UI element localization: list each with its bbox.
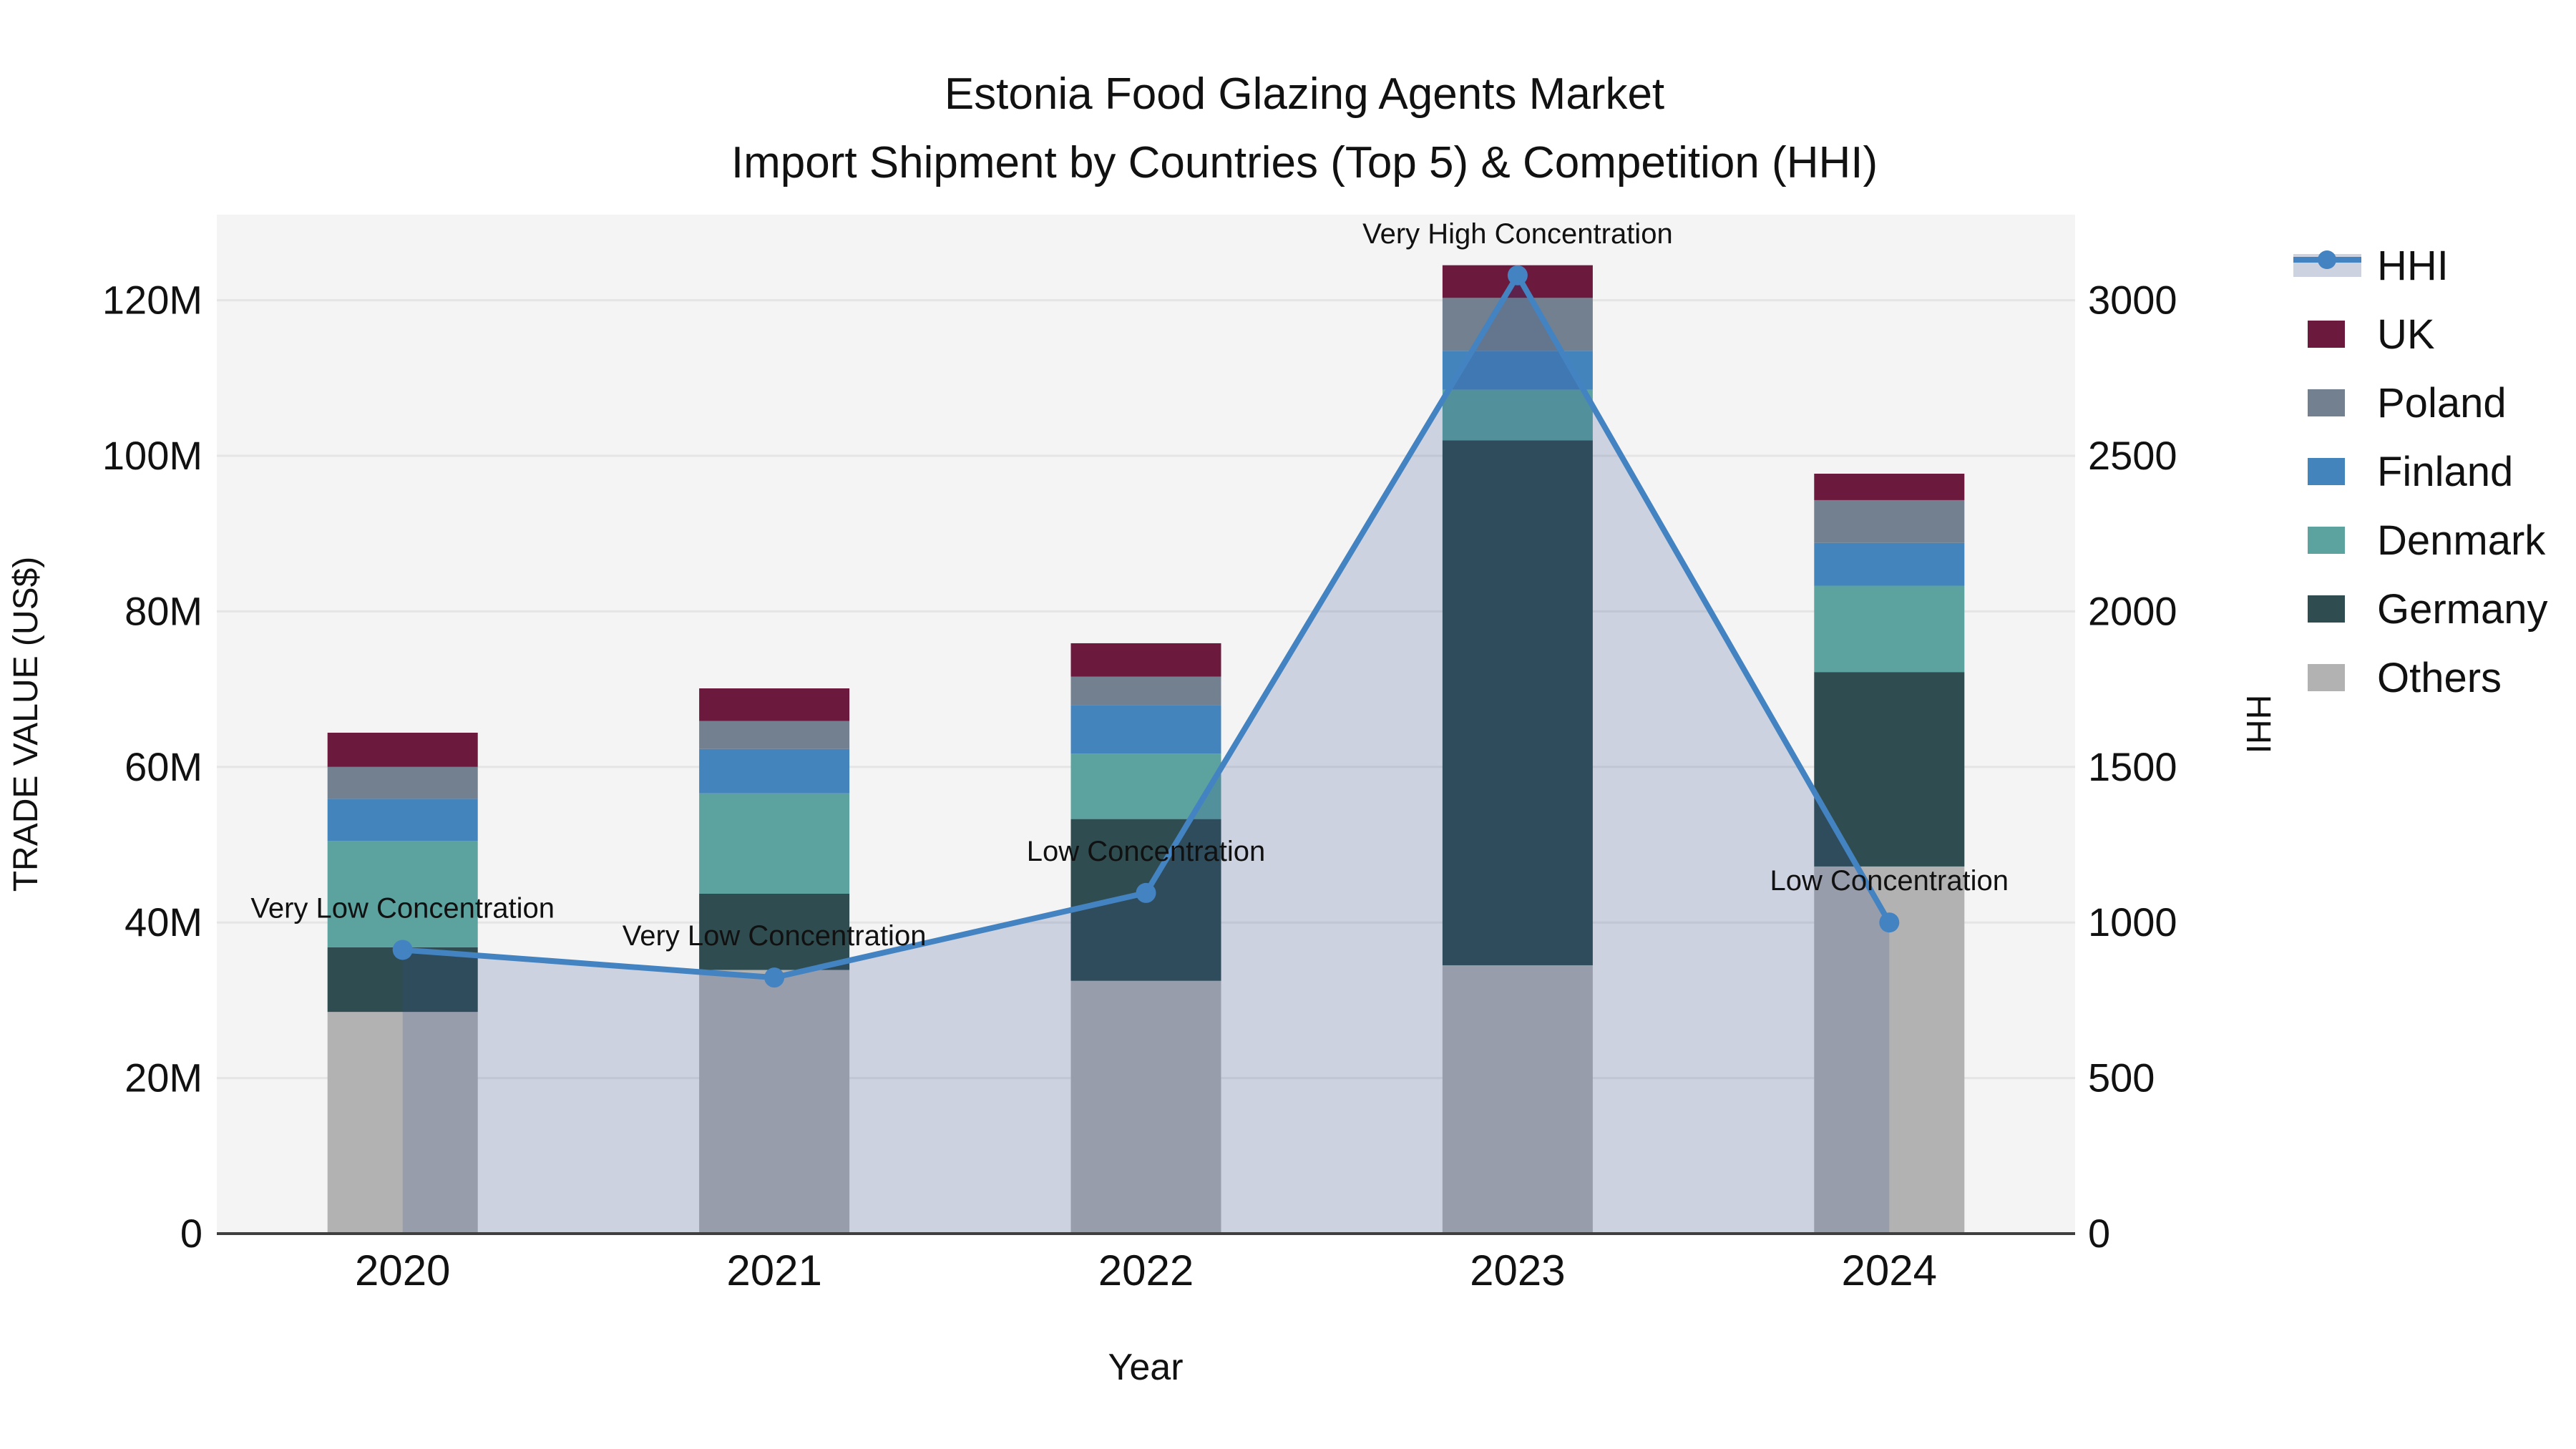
y2-tick-2500: 2500 [2088, 433, 2177, 478]
bar-segment-2022-others [1070, 980, 1221, 1234]
y2-tick-500: 500 [2088, 1055, 2155, 1101]
bar-segment-2024-finland [1814, 542, 1965, 586]
legend-label-denmark: Denmark [2377, 517, 2546, 564]
legend-label-finland: Finland [2377, 449, 2513, 495]
annotation-2023: Very High Concentration [1362, 218, 1673, 250]
legend-item-hhi: HHI [2293, 243, 2449, 289]
legend-swatch-denmark [2308, 527, 2345, 554]
y2-tick-3000: 3000 [2088, 278, 2177, 323]
y-tick-120M: 120M [102, 278, 203, 323]
legend-item-denmark: Denmark [2308, 517, 2546, 564]
bar-segment-2020-poland [327, 766, 478, 799]
y-tick-80M: 80M [125, 588, 203, 633]
hhi-marker-2023 [1507, 265, 1528, 286]
legend-label-hhi: HHI [2377, 243, 2449, 289]
hhi-marker-2024 [1879, 912, 1900, 933]
bar-segment-2021-poland [699, 721, 850, 749]
x-axis-ticks: 2020 2021 2022 2023 2024 [355, 1246, 1937, 1294]
bar-segment-2022-poland [1070, 676, 1221, 706]
x-tick-2024: 2024 [1842, 1246, 1937, 1294]
hhi-marker-2021 [764, 967, 785, 988]
legend-label-germany: Germany [2377, 586, 2548, 633]
bar-segment-2021-finland [699, 748, 850, 794]
hhi-line [392, 265, 1900, 988]
y2-tick-0: 0 [2088, 1211, 2110, 1256]
hhi-marker-2020 [392, 940, 413, 960]
x-tick-2022: 2022 [1098, 1246, 1194, 1294]
bar-segment-2023-poland [1442, 298, 1593, 351]
y2-tick-1500: 1500 [2088, 744, 2177, 789]
bar-segment-2024-poland [1814, 499, 1965, 543]
x-tick-2023: 2023 [1470, 1246, 1565, 1294]
y2-tick-1000: 1000 [2088, 899, 2177, 945]
bar-segment-2020-denmark [327, 841, 478, 947]
left-axis-ticks: 0 20M 40M 60M 80M 100M 120M [102, 278, 203, 1256]
annotation-2021: Very Low Concentration [623, 920, 927, 952]
y-tick-0: 0 [180, 1211, 203, 1256]
legend-item-poland: Poland [2308, 380, 2507, 426]
y2-tick-2000: 2000 [2088, 588, 2177, 633]
chart-title-line2: Import Shipment by Countries (Top 5) & C… [731, 138, 1878, 187]
legend-item-germany: Germany [2308, 586, 2548, 633]
y-tick-20M: 20M [125, 1055, 203, 1101]
bar-segment-2023-others [1442, 965, 1593, 1234]
hhi-marker-2022 [1136, 882, 1156, 903]
bar-segment-2021-denmark [699, 793, 850, 894]
bar-segment-2024-uk [1814, 473, 1965, 500]
legend-swatch-others [2308, 664, 2345, 691]
legend-label-uk: UK [2377, 311, 2435, 358]
legend-swatch-poland [2308, 389, 2345, 416]
stacked-bars [327, 265, 1965, 1234]
bar-segment-2022-finland [1070, 705, 1221, 754]
chart-title-line1: Estonia Food Glazing Agents Market [945, 69, 1664, 119]
hhi-area-fill [402, 275, 1890, 1234]
annotation-2022: Low Concentration [1027, 836, 1266, 867]
hhi-area-polygon [402, 275, 1890, 1234]
bar-segment-2020-others [327, 1012, 478, 1234]
x-axis-title: Year [1108, 1347, 1183, 1388]
bar-segment-2022-uk [1070, 643, 1221, 677]
bar-segment-2021-others [699, 970, 850, 1234]
legend-hhi-marker-icon [2318, 250, 2336, 269]
right-axis-ticks: 0 500 1000 1500 2000 2500 3000 [2088, 278, 2177, 1256]
legend-label-poland: Poland [2377, 380, 2507, 426]
y-tick-100M: 100M [102, 433, 203, 478]
bar-segment-2023-germany [1442, 440, 1593, 965]
legend-item-others: Others [2308, 655, 2502, 701]
y-tick-60M: 60M [125, 744, 203, 789]
bar-segment-2020-uk [327, 732, 478, 767]
bar-segment-2020-finland [327, 799, 478, 841]
annotations: Very Low Concentration Very Low Concentra… [250, 218, 2009, 952]
legend-swatch-uk [2308, 321, 2345, 348]
y-tick-40M: 40M [125, 899, 203, 945]
bar-segment-2023-denmark [1442, 389, 1593, 441]
legend-label-others: Others [2377, 655, 2502, 701]
annotation-2020: Very Low Concentration [250, 892, 555, 924]
y-axis-title: TRADE VALUE (US$) [7, 557, 45, 892]
legend-item-finland: Finland [2308, 449, 2513, 495]
annotation-2024: Low Concentration [1770, 865, 2009, 897]
x-tick-2021: 2021 [726, 1246, 821, 1294]
y2-axis-title: HHI [2239, 695, 2277, 754]
bar-segment-2021-germany [699, 893, 850, 970]
bar-segment-2024-denmark [1814, 585, 1965, 673]
legend-item-uk: UK [2308, 311, 2435, 358]
legend-swatch-finland [2308, 458, 2345, 485]
bar-segment-2021-uk [699, 688, 850, 721]
x-tick-2020: 2020 [355, 1246, 450, 1294]
legend-swatch-germany [2308, 595, 2345, 623]
legend: HHI UK Poland Finland Denmark Germany Others [2293, 243, 2548, 701]
